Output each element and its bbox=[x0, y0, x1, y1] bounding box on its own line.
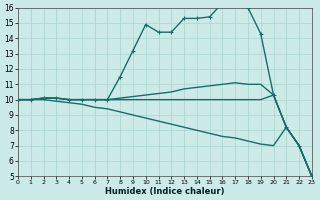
X-axis label: Humidex (Indice chaleur): Humidex (Indice chaleur) bbox=[105, 187, 225, 196]
